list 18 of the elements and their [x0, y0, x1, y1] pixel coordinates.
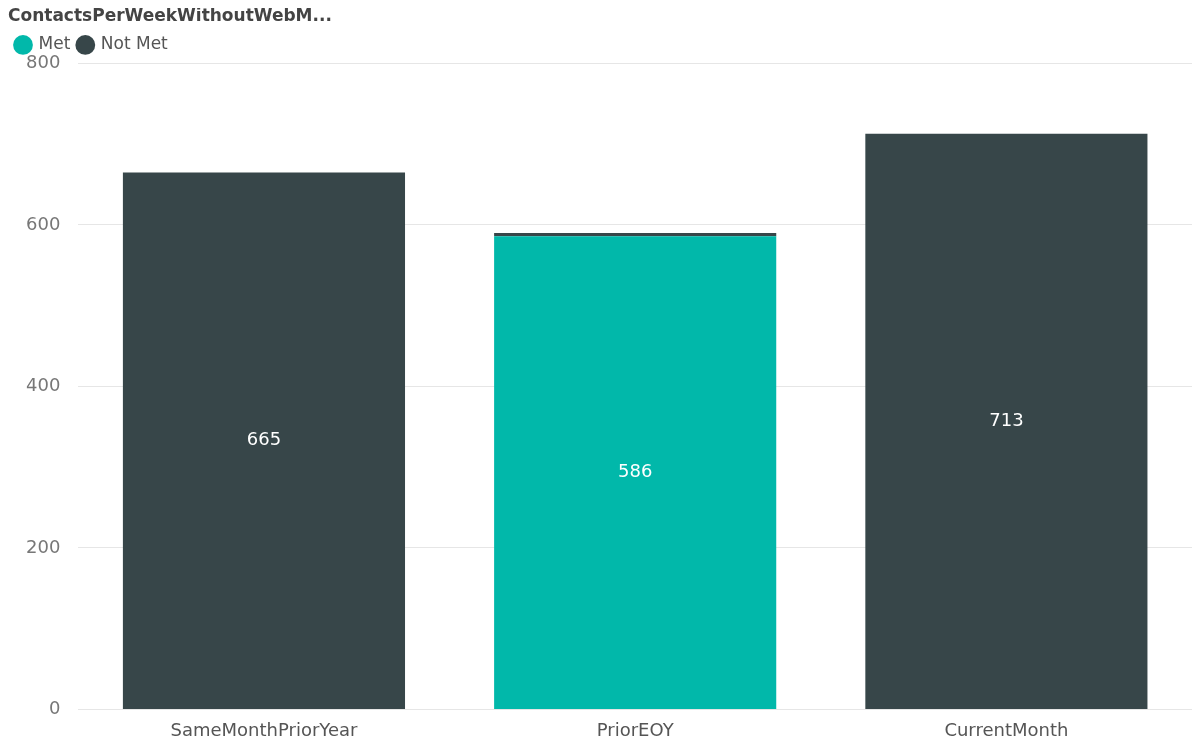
data-label: 586: [618, 460, 653, 482]
x-tick-label: SameMonthPriorYear: [170, 718, 359, 740]
bar: [122, 172, 406, 709]
bar: [865, 133, 1148, 709]
bar: [494, 236, 777, 709]
bar: [494, 232, 777, 237]
data-label: 713: [989, 408, 1024, 430]
y-tick-label: 400: [26, 374, 61, 396]
legend-title: ContactsPerWeekWithoutWebM...: [8, 4, 332, 25]
data-label: 665: [246, 428, 282, 450]
x-tick-label: PriorEOY: [596, 718, 675, 740]
y-tick-label: 200: [26, 535, 61, 557]
legend-label: Not Met: [100, 33, 169, 54]
y-tick-label: 0: [48, 697, 61, 719]
x-tick-label: CurrentMonth: [944, 718, 1069, 740]
y-tick-label: 600: [26, 212, 61, 234]
y-tick-label: 800: [26, 51, 61, 73]
legend-label: Met: [38, 33, 71, 54]
